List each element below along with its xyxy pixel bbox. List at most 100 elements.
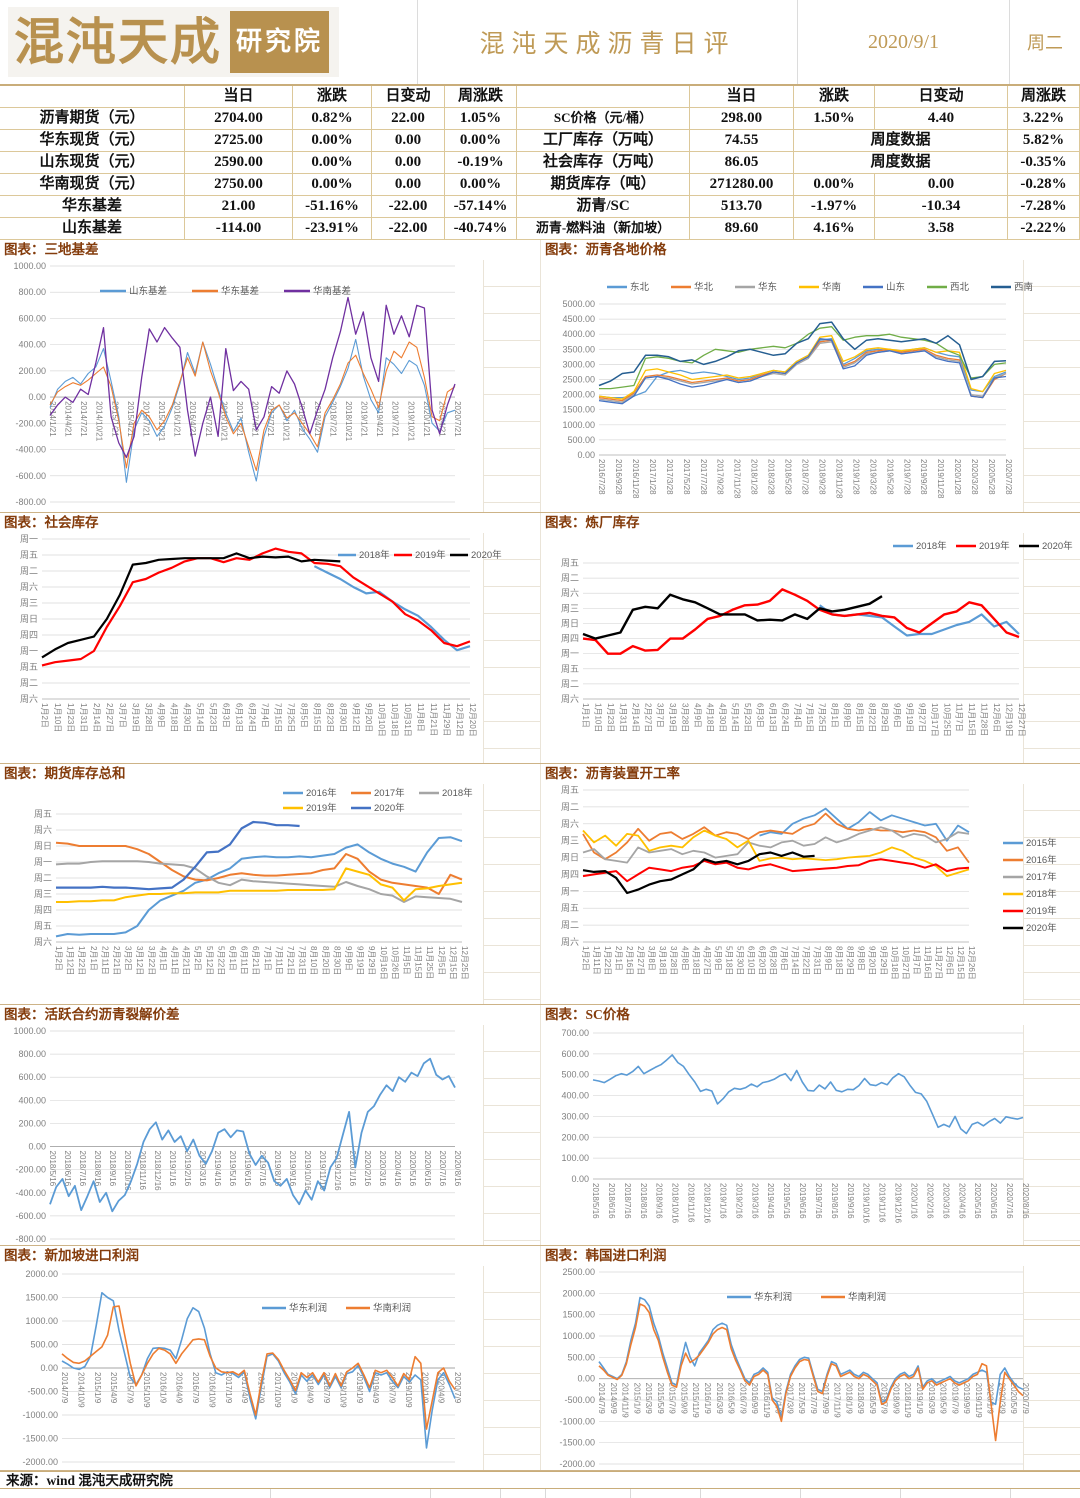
svg-text:10月26日: 10月26日 [390,946,399,980]
svg-text:-500.00: -500.00 [564,1395,595,1405]
svg-text:2018年: 2018年 [359,549,390,561]
svg-text:2018/9/28: 2018/9/28 [817,459,826,495]
sheet-grid-strip [483,533,540,763]
svg-text:-1000.00: -1000.00 [22,1410,58,1420]
svg-text:2019/12/16: 2019/12/16 [894,1183,903,1224]
svg-text:5月18日: 5月18日 [724,946,733,975]
svg-text:2018/3/28: 2018/3/28 [767,459,776,495]
svg-text:2020/7/21: 2020/7/21 [453,401,462,437]
table-value-cell: 0.82% [293,108,372,130]
svg-text:周六: 周六 [561,587,579,598]
svg-text:2019/4/21: 2019/4/21 [375,401,384,437]
svg-text:11月21日: 11月21日 [429,703,438,736]
svg-text:5月23日: 5月23日 [743,703,752,732]
svg-text:800.00: 800.00 [18,287,46,297]
svg-text:1月22日: 1月22日 [603,946,612,975]
svg-text:2016年: 2016年 [1026,854,1057,866]
svg-text:周日: 周日 [561,853,579,863]
table-value-cell: -0.19% [445,152,517,174]
svg-text:2019/5/16: 2019/5/16 [782,1183,791,1219]
logo-script-text: 混沌天成 [14,14,222,70]
svg-text:-200.00: -200.00 [15,418,46,428]
svg-text:2018/9/16: 2018/9/16 [108,1151,117,1187]
svg-text:10月17日: 10月17日 [930,703,939,737]
svg-text:8月10日: 8月10日 [309,946,318,975]
svg-text:8月29日: 8月29日 [846,946,855,975]
svg-text:6月13日: 6月13日 [768,703,777,732]
svg-text:2019/1/9: 2019/1/9 [915,1383,924,1415]
x-axis-labels: 1月2日 1月11日 1月22日 2月1日 2月16日 2月27日 3月8日 3月18日 3月2… [581,946,976,980]
svg-text:周四: 周四 [561,634,579,644]
series-2017年 [582,826,970,864]
svg-text:8月30日: 8月30日 [338,703,347,732]
svg-text:2017/4/9: 2017/4/9 [240,1372,249,1404]
gridlines-and-yticks: 2000.00 1500.00 1000.00 500.00 0.00 -500.00 -1… [22,1269,455,1467]
svg-text:12月25日: 12月25日 [460,946,469,980]
svg-text:4月18日: 4月18日 [170,703,179,732]
svg-text:周六: 周六 [34,824,52,835]
svg-text:2014/7/21: 2014/7/21 [79,401,88,437]
svg-text:3000.00: 3000.00 [562,359,595,369]
table-value-cell: 86.05 [690,152,794,174]
svg-text:11月8日: 11月8日 [416,703,425,732]
sheet-cell-border [500,1489,501,1498]
svg-text:2020年: 2020年 [1026,922,1057,934]
svg-text:6月21日: 6月21日 [251,946,260,975]
table-value-cell: -40.74% [445,218,517,240]
svg-text:2019/1/16: 2019/1/16 [168,1151,177,1187]
svg-text:2015/9/9: 2015/9/9 [679,1383,688,1415]
svg-text:3月28日: 3月28日 [669,946,678,975]
svg-text:7月15日: 7月15日 [805,703,814,732]
chart-title: 图表：三地基差 [4,242,99,257]
svg-text:6月20日: 6月20日 [757,946,766,975]
table-row-label: 沥青期货（元） [0,108,185,130]
svg-text:500.00: 500.00 [567,1352,595,1362]
svg-text:9月12日: 9月12日 [351,703,360,732]
svg-text:2019/8/16: 2019/8/16 [273,1151,282,1187]
svg-text:1月12日: 1月12日 [66,946,75,975]
svg-text:12月5日: 12月5日 [437,946,446,975]
svg-text:1月1日: 1月1日 [581,703,590,728]
gridlines-and-yticks: 1000.00 800.00 600.00 400.00 200.00 0.00 -200.… [13,261,455,507]
svg-text:2020/3/16: 2020/3/16 [941,1183,950,1219]
table-value-cell: 298.00 [690,108,794,130]
svg-text:2020/4/9: 2020/4/9 [437,1372,446,1404]
svg-text:周二: 周二 [561,679,579,689]
svg-text:周五: 周五 [34,921,52,931]
svg-text:2019/7/16: 2019/7/16 [258,1151,267,1187]
svg-text:1月2日: 1月2日 [54,946,63,971]
svg-text:-600.00: -600.00 [15,471,46,481]
chart-singapore-import-profit: 图表：新加坡进口利润 2000.00 1500.00 1000.00 500.00 0.… [0,1246,540,1470]
svg-text:-1000.00: -1000.00 [559,1416,595,1426]
svg-text:-200.00: -200.00 [15,1165,46,1175]
legend: 2018年 2019年 2020年 [893,540,1073,552]
table-value-cell: 3.22% [1008,108,1080,130]
svg-text:-400.00: -400.00 [15,445,46,455]
table-row-label: 工厂库存（万吨） [517,130,690,152]
table-value-cell: 74.55 [690,130,794,152]
svg-text:9月19日: 9月19日 [356,946,365,975]
svg-text:2020/5/28: 2020/5/28 [987,459,996,495]
svg-text:6月10日: 6月10日 [746,946,755,975]
series-2020年 [582,851,815,895]
svg-text:2月1日: 2月1日 [89,946,98,971]
svg-text:3月19日: 3月19日 [131,703,140,732]
chart-row-4: 图表：活跃合约沥青裂解价差 1000.00 800.00 600.00 400.00 2… [0,1005,1080,1246]
svg-text:2016/1/9: 2016/1/9 [158,1372,167,1404]
svg-text:-2000.00: -2000.00 [22,1457,58,1467]
svg-text:12月20日: 12月20日 [468,703,477,737]
svg-text:2019/2/16: 2019/2/16 [734,1183,743,1219]
x-axis-labels: 1月1日 1月10日 1月23日 1月31日 2月14日 2月27日 3月7日 3月19日 3月… [581,703,1026,737]
table-value-cell: 0.00 [372,130,445,152]
chart-title: 图表：炼厂库存 [545,515,640,530]
table-row-label: SC价格（元/桶） [517,108,690,130]
svg-text:7月21日: 7月21日 [286,946,295,975]
svg-text:11月15日: 11月15日 [967,703,976,736]
svg-text:2017/9/28: 2017/9/28 [716,459,725,495]
svg-text:2016/1/21: 2016/1/21 [173,401,182,437]
svg-text:2017年: 2017年 [374,787,405,799]
chart-korea-import-profit: 图表：韩国进口利润 2500.00 2000.00 1500.00 1000.00 50… [540,1246,1080,1470]
svg-text:2月16日: 2月16日 [625,946,634,975]
svg-text:1月10日: 1月10日 [53,703,62,732]
